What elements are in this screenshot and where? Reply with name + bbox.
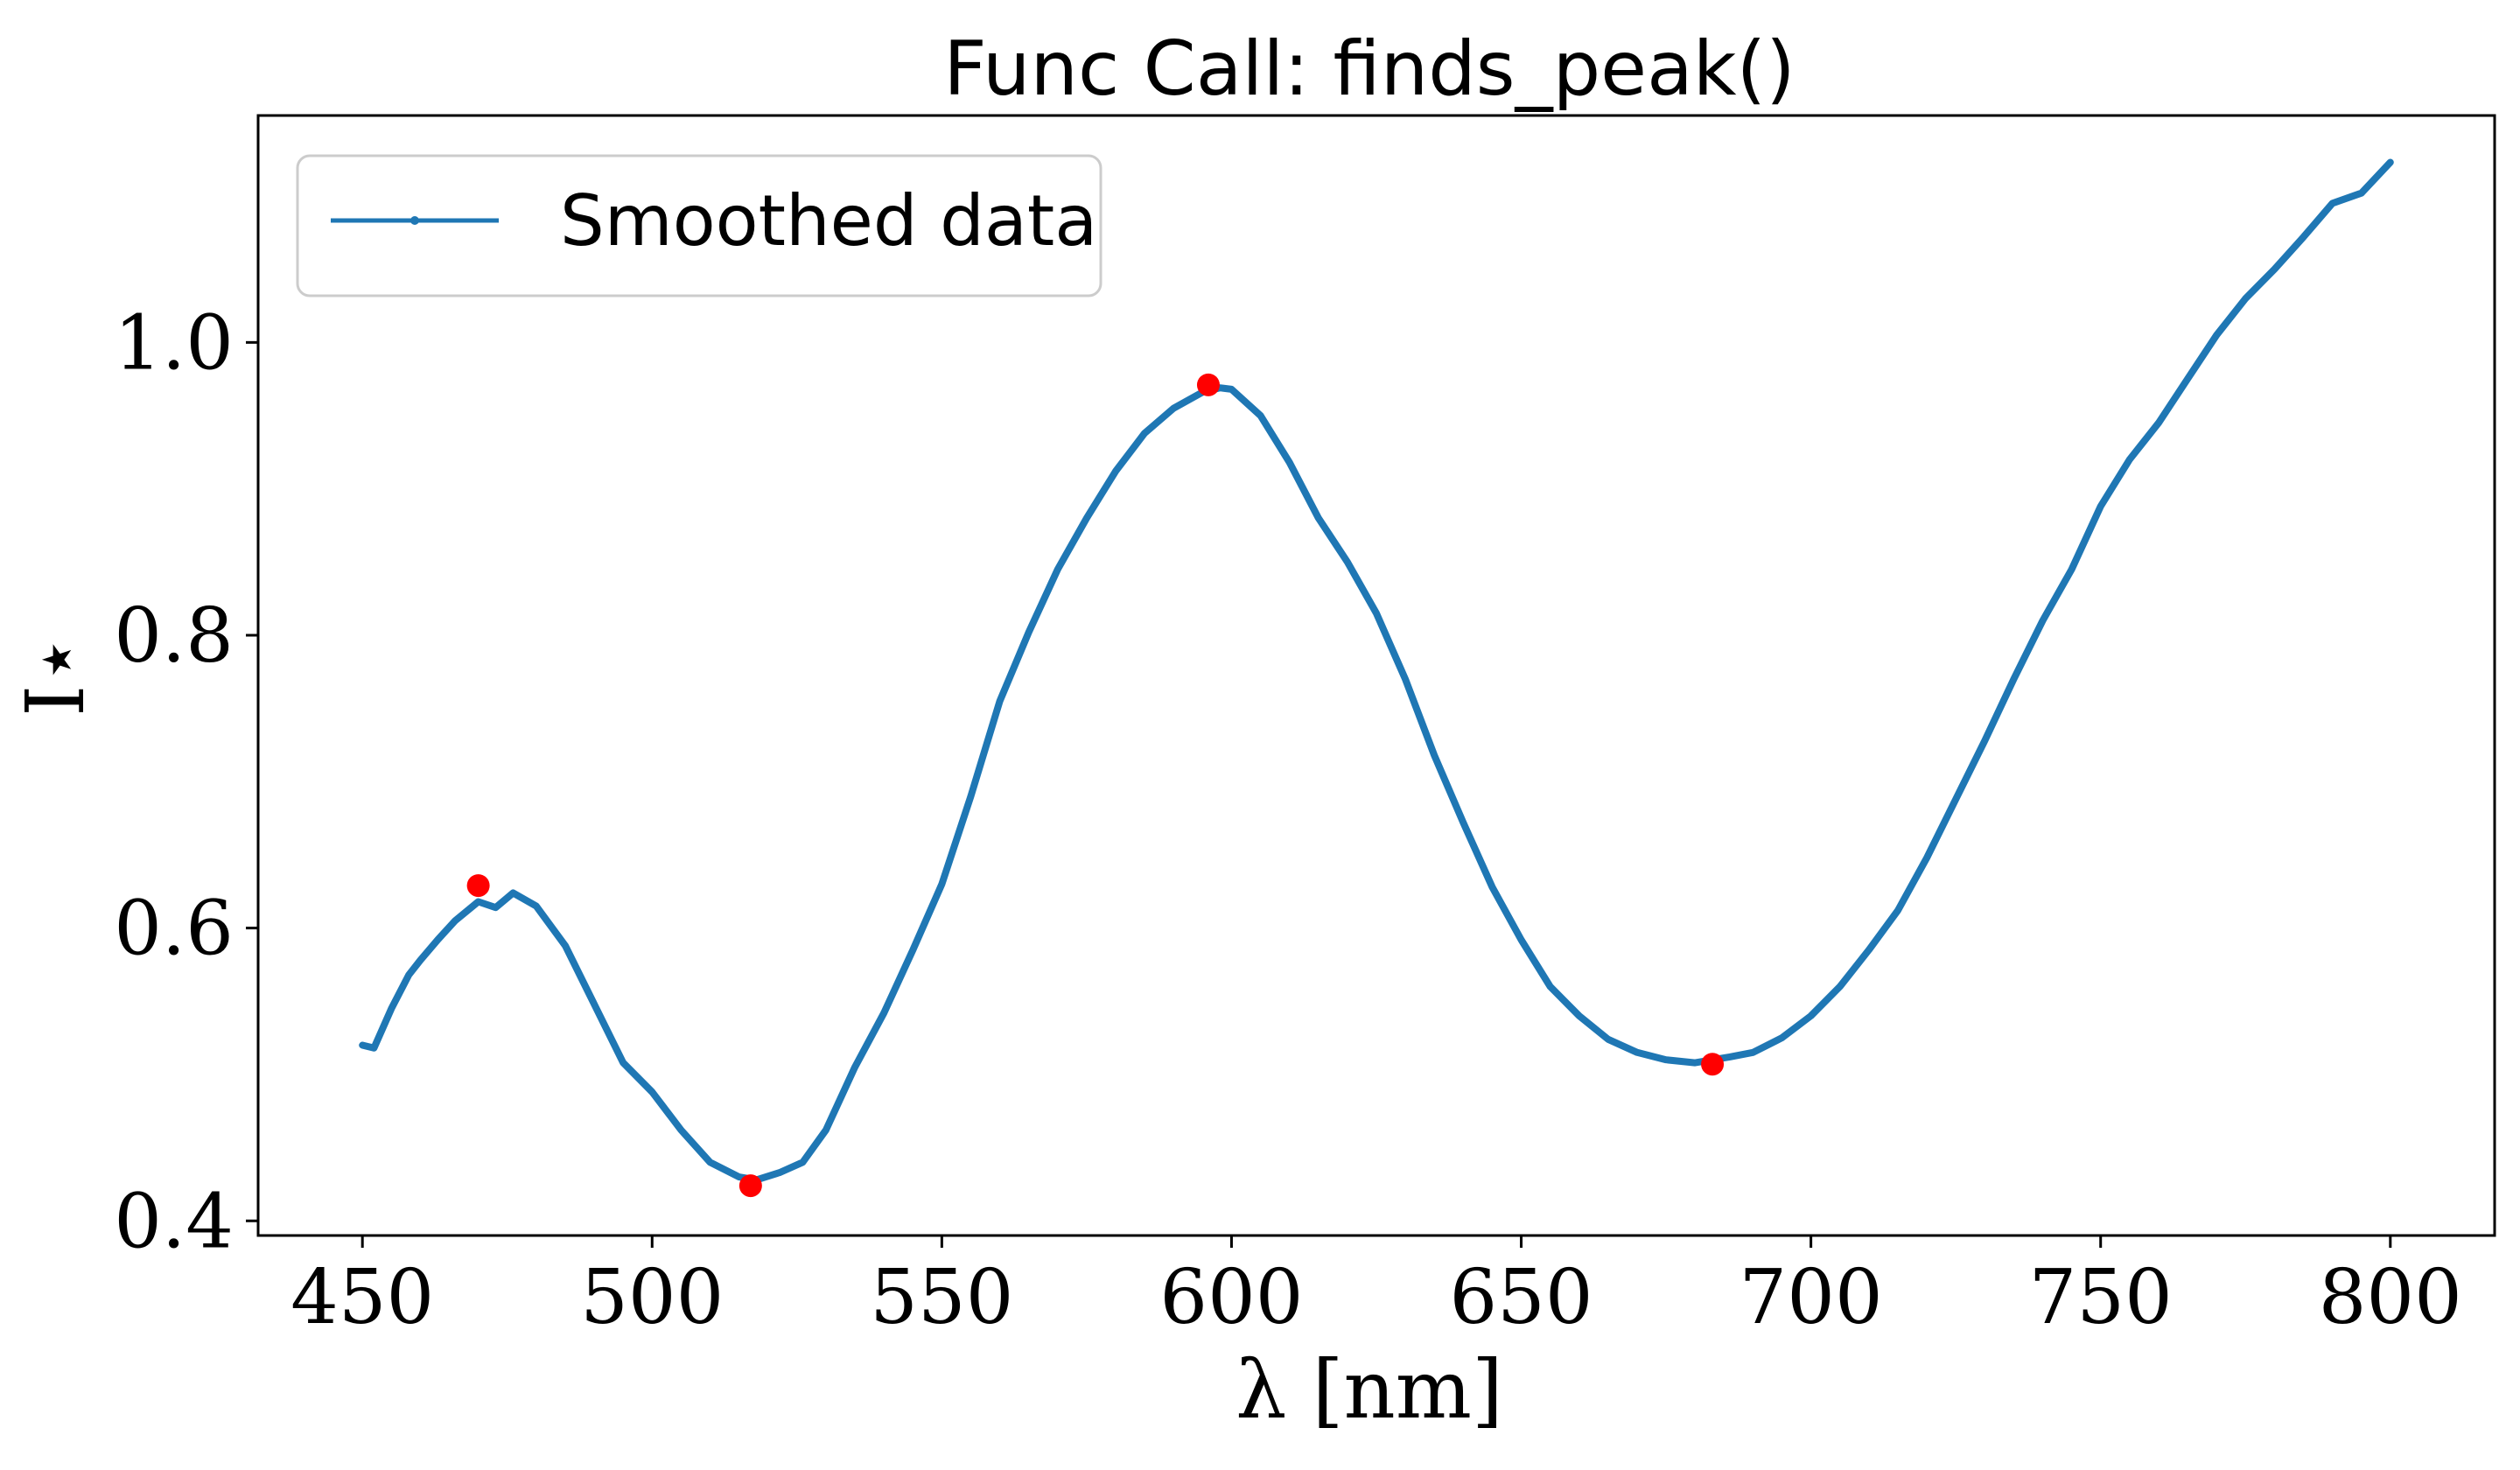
y-tick-label: 0.6 (114, 886, 234, 973)
x-axis-label: λ [nm] (1236, 1343, 1503, 1437)
series-layer (359, 158, 2394, 1198)
legend-swatch-marker (410, 216, 419, 225)
peak-point (738, 1174, 762, 1198)
legend-label: Smoothed data (560, 180, 1097, 262)
plot-area (256, 114, 2496, 1237)
legend: Smoothed data (296, 154, 1102, 298)
series-line-smoothed-data (359, 158, 2394, 1184)
x-tick-label: 600 (1159, 1254, 1303, 1341)
x-tick-label: 700 (1740, 1254, 1883, 1341)
y-tick-label: 0.4 (114, 1178, 234, 1265)
x-tick-label: 650 (1449, 1254, 1592, 1341)
x-tick-label: 800 (2319, 1254, 2462, 1341)
y-axis-label: I⋆ (9, 634, 102, 717)
x-tick-label: 550 (870, 1254, 1013, 1341)
legend-box (296, 154, 1102, 298)
y-tick-label: 0.8 (114, 592, 234, 680)
x-tick-label: 500 (580, 1254, 724, 1341)
peak-point (1196, 373, 1220, 396)
x-tick-label: 450 (290, 1254, 434, 1341)
x-tick-label: 750 (2029, 1254, 2173, 1341)
y-axis: 0.4 0.6 0.8 1.0 (114, 299, 258, 1265)
x-axis: 450 500 550 600 650 700 750 800 (290, 1236, 2462, 1341)
y-tick-label: 1.0 (114, 299, 234, 387)
peak-point (1701, 1053, 1725, 1076)
peak-point (466, 874, 490, 898)
chart-title: Func Call: finds_peak() (943, 25, 1795, 113)
